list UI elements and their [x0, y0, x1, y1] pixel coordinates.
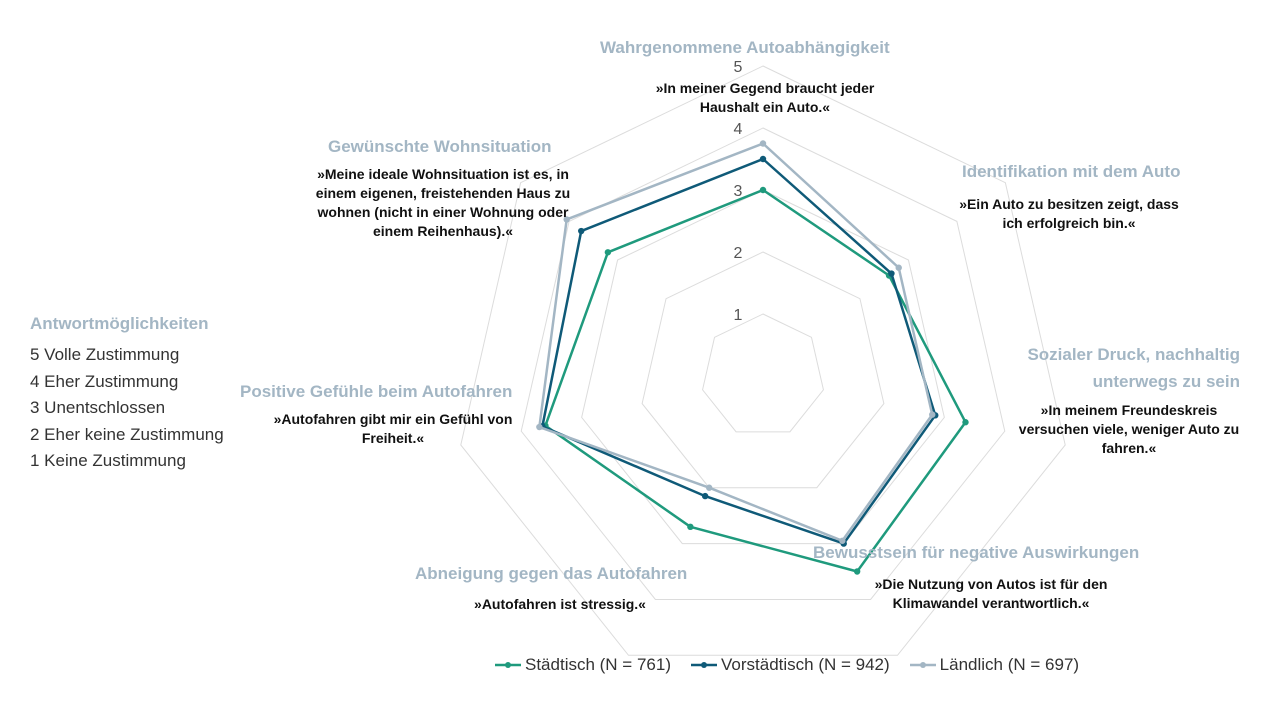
grid-ring — [702, 313, 824, 433]
series-legend: Städtisch (N = 761) Vorstädtisch (N = 94… — [495, 655, 1079, 675]
legend-swatch-laendlich — [909, 662, 936, 668]
axis-quote-sozialer-druck: »In meinem Freundeskreis versuchen viele… — [1018, 402, 1240, 456]
axis-title-sozialer-druck: Sozialer Druck, nachhaltig unterwegs zu … — [1027, 345, 1240, 391]
data-point — [687, 523, 694, 531]
series-line — [544, 188, 967, 573]
axis-quote-positive-gefuehle: »Autofahren gibt mir ein Gefühl von Frei… — [273, 411, 513, 446]
data-point — [929, 411, 936, 418]
axis-title-identifikation: Identifikation mit dem Auto — [962, 162, 1181, 181]
series-line — [541, 157, 937, 545]
response-option: 1 Keine Zustimmung — [30, 451, 186, 470]
grid-ring — [641, 251, 885, 489]
data-point — [888, 270, 895, 277]
data-point — [701, 492, 709, 500]
radar-tick-labels: 1 2 3 4 5 — [734, 59, 743, 324]
legend-label-staedtisch: Städtisch (N = 761) — [525, 655, 671, 674]
data-point — [759, 186, 767, 194]
data-point — [895, 264, 902, 271]
response-options-title: Antwortmöglichkeiten — [30, 314, 209, 333]
grid-ring — [581, 189, 945, 545]
axis-title-positive-gefuehle: Positive Gefühle beim Autofahren — [240, 382, 513, 401]
tick-label: 2 — [734, 245, 743, 262]
response-options-legend: Antwortmöglichkeiten 5 Volle Zustimmung … — [30, 314, 224, 475]
tick-label: 3 — [734, 183, 743, 200]
tick-label: 4 — [734, 121, 743, 138]
axis-title-abneigung: Abneigung gegen das Autofahren — [415, 564, 688, 583]
response-option: 3 Unentschlossen — [30, 398, 166, 417]
data-point — [705, 484, 713, 491]
radar-series — [536, 140, 969, 575]
axis-quote-abneigung: »Autofahren ist stressig.« — [474, 596, 646, 612]
data-point — [578, 227, 585, 235]
axis-quote-identifikation: »Ein Auto zu besitzen zeigt, dass ich er… — [959, 196, 1179, 231]
tick-label: 1 — [734, 307, 743, 324]
legend-item-staedtisch: Städtisch (N = 761) — [495, 655, 671, 675]
axis-quote-wohnsituation: »Meine ideale Wohnsituation ist es, in e… — [315, 166, 571, 239]
tick-label: 5 — [734, 59, 743, 76]
legend-swatch-vorstaedtisch — [691, 662, 717, 668]
response-option: 2 Eher keine Zustimmung — [30, 424, 224, 444]
axis-quote-bewusstsein: »Die Nutzung von Autos ist für den Klima… — [874, 576, 1108, 611]
legend-label-vorstaedtisch: Vorstädtisch (N = 942) — [721, 655, 890, 674]
legend-swatch-staedtisch — [495, 662, 521, 668]
data-point — [853, 568, 861, 575]
data-point — [759, 155, 767, 163]
legend-item-laendlich: Ländlich (N = 697) — [909, 655, 1080, 675]
data-point — [536, 423, 543, 431]
grid-ring — [460, 65, 1066, 656]
data-point — [563, 216, 570, 223]
data-point — [759, 140, 767, 147]
series-line — [538, 142, 934, 543]
legend-label-laendlich: Ländlich (N = 697) — [939, 655, 1080, 674]
response-option: 4 Eher Zustimmung — [30, 371, 179, 391]
data-point — [604, 249, 612, 256]
data-point — [839, 537, 846, 544]
axis-title-bewusstsein: Bewusstsein für negative Auswirkungen — [813, 543, 1140, 562]
legend-item-vorstaedtisch: Vorstädtisch (N = 942) — [691, 655, 890, 675]
axis-title-wohnsituation: Gewünschte Wohnsituation — [328, 137, 552, 156]
response-option: 5 Volle Zustimmung — [30, 345, 180, 364]
data-point — [962, 419, 969, 426]
axis-quote-autoabhaengigkeit: »In meiner Gegend braucht jeder Haushalt… — [655, 80, 875, 115]
axis-title-autoabhaengigkeit: Wahrgenommene Autoabhängigkeit — [600, 38, 890, 57]
